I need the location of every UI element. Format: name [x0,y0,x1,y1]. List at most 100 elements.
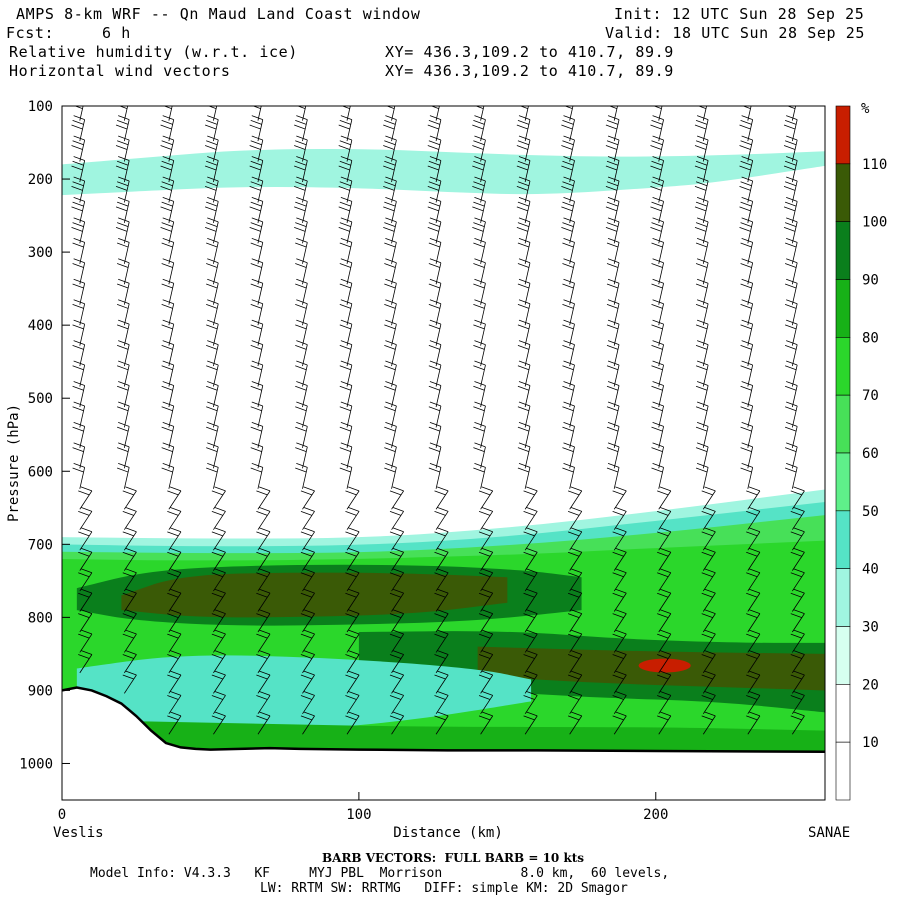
barb-shaft [569,364,575,387]
barb-flag [251,115,263,120]
barb-flag [251,258,263,264]
wind-barb [695,340,709,367]
wind-barb [562,340,575,367]
barb-flag [296,360,308,366]
barb-shaft [480,201,486,223]
barb-shaft [480,119,486,142]
barb-flag [570,486,582,492]
barb-flag [429,422,442,427]
barb-shaft [658,385,664,408]
barb-shaft [524,552,538,571]
barb-flag [214,650,226,655]
barb-shaft [302,426,308,448]
barb-flag [612,531,624,537]
barb-shaft [213,262,219,285]
barb-shaft [257,262,264,285]
wind-barb [389,486,404,510]
barb-shaft [747,119,754,142]
barb-flag [162,299,174,305]
barb-flag [345,715,357,721]
barb-shaft [435,654,449,674]
barb-shaft [435,674,449,694]
wind-barb [701,547,716,571]
wind-barb [167,527,182,551]
wind-barb [167,609,182,633]
barb-flag [250,467,262,473]
barb-shaft [391,695,404,715]
barb-flag [347,650,360,655]
barb-flag [606,119,619,125]
barb-flag [340,462,352,468]
barb-flag [384,263,396,268]
barb-flag [250,242,262,248]
barb-flag [740,263,752,268]
barb-flag [481,527,493,533]
wind-barb [161,278,175,305]
barb-flag [741,299,753,305]
barb-flag [80,506,93,512]
barb-flag [696,462,709,468]
wind-barb [338,135,353,162]
barb-shaft [480,531,494,551]
barb-flag [786,462,798,468]
wind-barb [294,115,308,142]
wind-barb [72,278,86,305]
barb-flag [473,304,485,309]
barb-flag [116,385,129,391]
barb-flag [741,462,753,468]
barb-shaft [168,715,182,735]
wind-barb [167,670,182,694]
barb-flag [427,145,439,150]
barb-shaft [524,303,531,326]
barb-shaft [658,344,664,367]
barb-shaft [702,613,716,633]
barb-flag [206,222,218,227]
wind-barb [428,258,442,285]
barb-shaft [346,654,360,674]
barb-flag [607,100,618,104]
barb-shaft [124,613,137,633]
barb-flag [473,344,485,350]
barb-flag [695,160,708,166]
wind-barb [434,506,449,530]
barb-flag [786,319,798,325]
barb-flag [478,572,491,578]
barb-shaft [124,490,137,510]
barb-flag [473,140,485,146]
wind-barb [345,629,360,653]
wind-barb [389,711,404,735]
barb-flag [295,324,307,330]
barb-flag [118,115,130,120]
barb-shaft [702,592,716,612]
wind-barb [300,629,315,653]
barb-flag [296,340,308,345]
barb-shaft [257,695,271,715]
barb-shaft [346,531,360,551]
wind-barb [383,217,397,244]
barb-shaft [391,405,397,428]
barb-shaft [702,324,709,346]
barb-flag [383,206,395,212]
barb-flag [696,360,709,366]
barb-flag [339,385,351,391]
barb-flag [251,100,262,104]
barb-flag [741,237,753,243]
wind-barb [478,568,494,592]
wind-barb [567,506,583,530]
barb-flag [651,263,663,268]
barb-flag [428,467,440,473]
barb-flag [606,283,619,289]
wind-barb [300,486,315,510]
barb-shaft [123,344,130,367]
barb-shaft [168,572,182,592]
wind-barb [256,670,271,694]
barb-flag [563,462,575,468]
barb-flag [385,176,397,182]
barb-shaft [168,426,175,448]
wind-barb [790,670,805,694]
wind-barb [434,650,449,674]
wind-barb [167,711,182,735]
barb-flag [652,401,664,407]
barb-flag [526,568,538,574]
barb-flag [385,381,397,386]
